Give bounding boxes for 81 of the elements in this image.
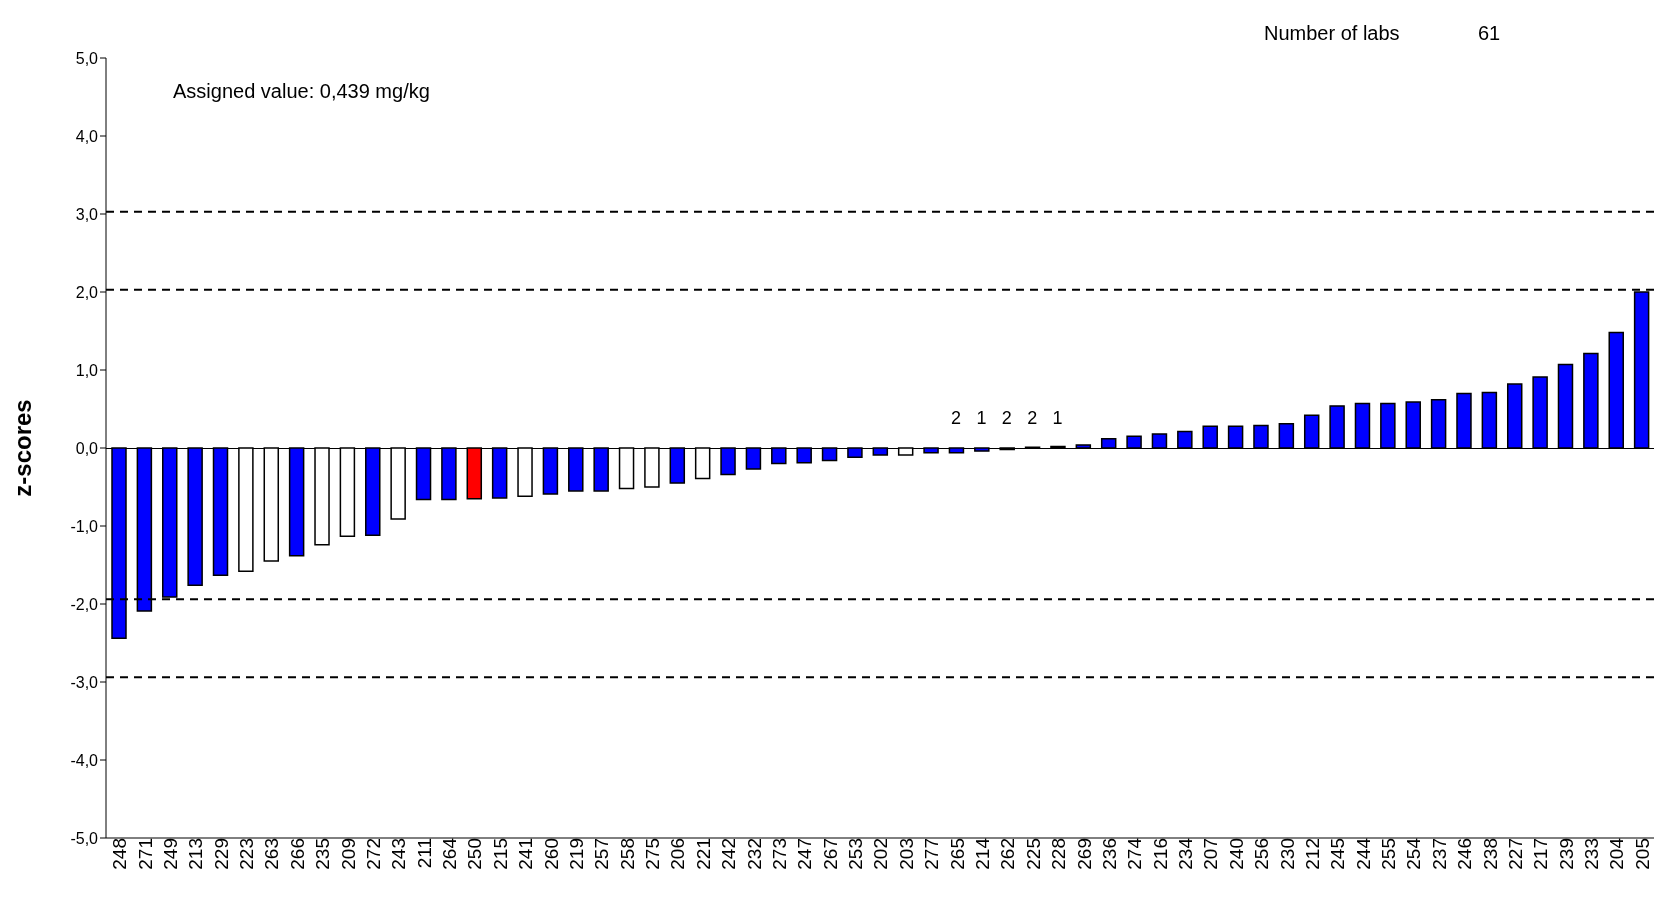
y-axis-title: z-scores xyxy=(8,399,36,497)
x-tick-label: 273 xyxy=(768,838,790,870)
x-tick-label: 233 xyxy=(1581,838,1603,870)
x-tick-label: 230 xyxy=(1276,838,1298,870)
x-tick-label: 219 xyxy=(565,838,587,870)
x-tick-label: 257 xyxy=(591,838,613,870)
x-tick-label: 277 xyxy=(921,838,943,870)
x-tick-label: 216 xyxy=(1149,838,1171,870)
y-tick-label: 5,0 xyxy=(75,49,99,67)
x-tick-label: 232 xyxy=(743,838,765,870)
x-tick-label: 209 xyxy=(337,838,359,870)
annotation: 2 xyxy=(1000,408,1013,429)
x-tick-label: 255 xyxy=(1378,838,1400,870)
annotation: Assigned value: 0,439 mg/kg xyxy=(173,80,430,103)
y-tick-label: -5,0 xyxy=(70,829,99,847)
annotation: 2 xyxy=(1026,408,1039,429)
x-tick-label: 269 xyxy=(1073,838,1095,870)
y-tick-label: -2,0 xyxy=(70,595,99,613)
x-tick-label: 254 xyxy=(1403,837,1425,870)
x-tick-label: 246 xyxy=(1454,838,1476,870)
x-tick-label: 247 xyxy=(794,838,816,870)
text: 61 xyxy=(1478,22,1501,45)
x-tick-label: 225 xyxy=(1022,838,1044,870)
x-tick-label: 204 xyxy=(1606,837,1628,870)
x-tick-label: 215 xyxy=(489,838,511,870)
x-tick-label: 266 xyxy=(286,838,308,870)
x-tick-label: 207 xyxy=(1200,838,1222,870)
x-tick-label: 258 xyxy=(616,838,638,870)
x-tick-label: 242 xyxy=(718,838,740,870)
x-tick-label: 265 xyxy=(946,838,968,870)
x-tick-label: 237 xyxy=(1428,838,1450,870)
x-tick-label: 206 xyxy=(667,838,689,870)
y-tick-label: -3,0 xyxy=(70,673,99,691)
x-tick-label: 236 xyxy=(1098,838,1120,870)
x-tick-label: 221 xyxy=(692,838,714,870)
x-tick-label: 250 xyxy=(464,838,486,870)
annotation: 2 xyxy=(950,408,963,429)
x-tick-label: 267 xyxy=(819,838,841,870)
x-tick-label: 245 xyxy=(1327,838,1349,870)
y-tick-label: -4,0 xyxy=(70,751,99,769)
x-tick-label: 275 xyxy=(642,838,664,870)
x-tick-label: 243 xyxy=(388,838,410,870)
x-tick-label: 249 xyxy=(159,838,181,870)
x-tick-label: 211 xyxy=(413,838,435,869)
x-tick-label: 263 xyxy=(261,838,283,870)
y-tick-label: -1,0 xyxy=(70,517,99,535)
x-tick-label: 256 xyxy=(1251,838,1273,870)
x-tick-label: 253 xyxy=(845,838,867,870)
x-tick-label: 202 xyxy=(870,838,892,870)
x-tick-label: 264 xyxy=(439,837,461,870)
x-tick-label: 248 xyxy=(109,838,131,870)
x-tick-label: 212 xyxy=(1301,838,1323,870)
annotation: 1 xyxy=(1051,408,1064,429)
y-tick-label: 0,0 xyxy=(75,439,99,457)
x-tick-label: 217 xyxy=(1530,838,1552,870)
y-tick-label: 4,0 xyxy=(75,127,99,145)
x-tick-label: 235 xyxy=(312,838,334,870)
text: Number of labs xyxy=(1264,22,1400,45)
x-tick-label: 260 xyxy=(540,838,562,870)
x-tick-label: 240 xyxy=(1225,838,1247,870)
y-tick-label: 3,0 xyxy=(75,205,99,223)
x-tick-label: 228 xyxy=(1048,838,1070,870)
x-tick-label: 205 xyxy=(1631,838,1653,870)
x-tick-label: 203 xyxy=(895,838,917,870)
x-tick-label: 244 xyxy=(1352,837,1374,870)
x-tick-label: 223 xyxy=(236,838,258,870)
x-tick-label: 271 xyxy=(134,838,156,870)
x-tick-label: 241 xyxy=(515,838,537,870)
y-tick-label: 2,0 xyxy=(75,283,99,301)
x-tick-label: 213 xyxy=(185,838,207,870)
x-tick-label: 238 xyxy=(1479,838,1501,870)
x-tick-label: 234 xyxy=(1175,837,1197,870)
y-tick-label: 1,0 xyxy=(75,361,99,379)
x-tick-label: 262 xyxy=(997,838,1019,870)
annotation: 1 xyxy=(975,408,988,429)
x-tick-label: 239 xyxy=(1555,838,1577,870)
x-tick-label: 274 xyxy=(1124,837,1146,870)
x-tick-label: 272 xyxy=(362,838,384,870)
x-tick-label: 229 xyxy=(210,838,232,870)
x-tick-label: 227 xyxy=(1504,838,1526,870)
x-tick-label: 214 xyxy=(972,837,993,870)
